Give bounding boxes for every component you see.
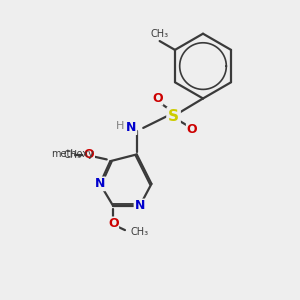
Text: S: S <box>168 109 179 124</box>
Text: methoxy: methoxy <box>51 149 94 159</box>
Text: O: O <box>108 217 119 230</box>
Text: O: O <box>152 92 163 105</box>
Text: N: N <box>134 200 145 212</box>
Text: CH₃: CH₃ <box>130 227 148 237</box>
Text: CH₃: CH₃ <box>63 150 81 160</box>
Text: O: O <box>84 148 94 161</box>
Text: N: N <box>95 177 105 190</box>
Text: N: N <box>126 122 136 134</box>
Text: O: O <box>187 123 197 136</box>
Text: H: H <box>116 122 124 131</box>
Text: CH₃: CH₃ <box>151 29 169 39</box>
